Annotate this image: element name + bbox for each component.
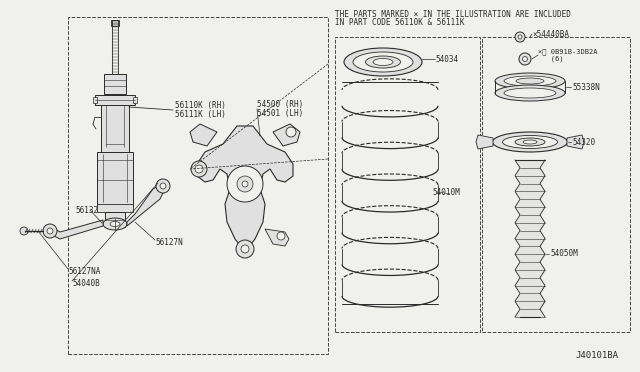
Text: 54500 (RH): 54500 (RH) [257,99,303,109]
Circle shape [227,166,263,202]
Ellipse shape [344,48,422,76]
Text: 54320: 54320 [572,138,595,147]
Bar [133,97,137,103]
Ellipse shape [504,76,556,86]
Ellipse shape [495,85,565,101]
Bar [335,37,480,332]
Ellipse shape [516,78,544,84]
Bar [95,95,135,105]
Ellipse shape [504,88,556,98]
Text: 56127N: 56127N [155,237,183,247]
Polygon shape [50,220,103,239]
Circle shape [47,228,53,234]
Circle shape [191,161,207,177]
Text: IN PART CODE 56110K & 56111K: IN PART CODE 56110K & 56111K [335,17,465,26]
Ellipse shape [493,132,568,152]
Text: 55338N: 55338N [572,83,600,92]
Bar [482,37,630,332]
Text: 56110K (RH): 56110K (RH) [175,100,226,109]
Bar [93,97,97,103]
Polygon shape [190,124,217,146]
Text: 56111K (LH): 56111K (LH) [175,109,226,119]
Circle shape [522,57,527,61]
Bar [97,204,133,212]
Circle shape [160,183,166,189]
Text: 54050M: 54050M [550,250,578,259]
Circle shape [515,32,525,42]
Ellipse shape [103,218,127,230]
Circle shape [20,227,28,235]
Ellipse shape [495,73,565,89]
Ellipse shape [110,221,120,227]
Circle shape [286,127,296,137]
Ellipse shape [523,140,537,144]
Circle shape [236,240,254,258]
Bar [105,212,125,227]
Ellipse shape [515,138,545,146]
Circle shape [43,224,57,238]
Text: 54010M: 54010M [432,187,460,196]
Bar [104,74,126,94]
Circle shape [277,232,285,240]
Text: 56132: 56132 [75,205,98,215]
Ellipse shape [365,56,401,68]
Ellipse shape [373,58,393,65]
Circle shape [237,176,253,192]
Polygon shape [197,126,293,249]
Polygon shape [273,124,300,146]
Polygon shape [127,184,165,226]
Text: 56127NA: 56127NA [68,267,100,276]
Circle shape [242,181,248,187]
Polygon shape [567,135,584,149]
Circle shape [519,53,531,65]
Bar [111,20,119,26]
Text: THE PARTS MARKED × IN THE ILLUSTRATION ARE INCLUDED: THE PARTS MARKED × IN THE ILLUSTRATION A… [335,10,571,19]
Text: ×Ⓝ 0B91B-3DB2A
   (6): ×Ⓝ 0B91B-3DB2A (6) [538,48,598,62]
Text: 54501 (LH): 54501 (LH) [257,109,303,118]
Ellipse shape [502,135,557,148]
Polygon shape [265,229,289,246]
Bar [101,105,129,152]
Bar [68,17,328,354]
Circle shape [195,165,203,173]
Circle shape [241,245,249,253]
Text: J40101BA: J40101BA [575,351,618,360]
Circle shape [518,35,522,39]
Polygon shape [476,135,493,149]
Circle shape [156,179,170,193]
Text: 54040B: 54040B [72,279,100,289]
Text: ×54440BA: ×54440BA [532,29,569,38]
Bar [97,152,133,207]
Text: 54034: 54034 [435,55,458,64]
Ellipse shape [353,52,413,72]
